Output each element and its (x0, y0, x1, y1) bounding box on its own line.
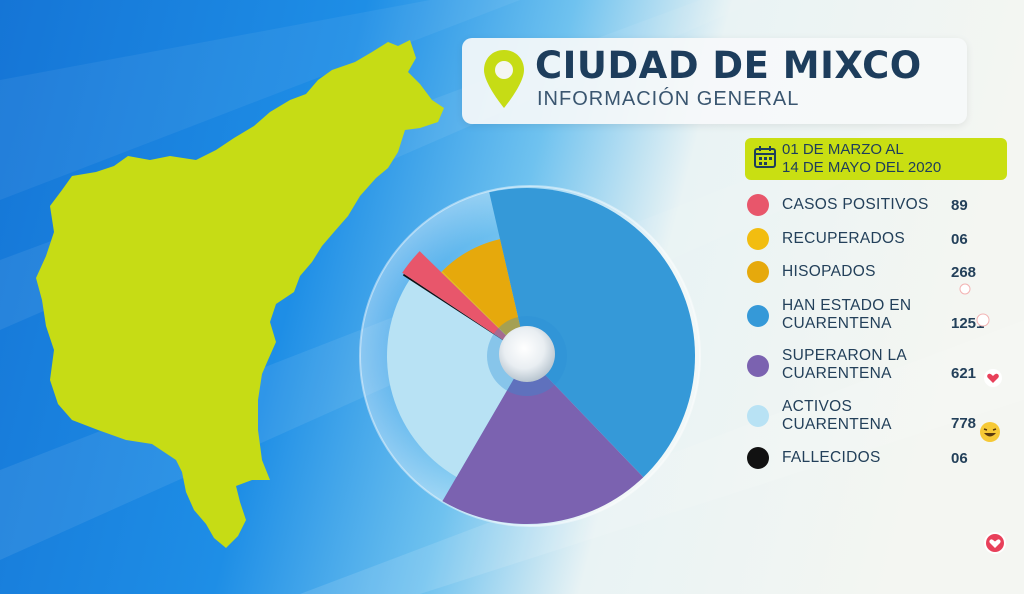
date-range-badge (745, 138, 1007, 180)
legend-dot-fallecidos (747, 447, 769, 469)
date-line-2: 14 DE MAYO DEL 2020 (782, 159, 942, 176)
legend-label-line: CUARENTENA (782, 416, 892, 433)
legend-value-fallecidos: 06 (951, 450, 968, 467)
pie-slice-hisopados (442, 239, 527, 356)
legend-dot-han-estado-en-cuarentena (747, 305, 769, 327)
legend-value-han-estado-en-cuarentena: 1251 (951, 315, 985, 332)
reaction-bubble-icon (959, 283, 971, 295)
legend-label-line: ACTIVOS (782, 398, 853, 415)
legend-label-line: HAN ESTADO EN (782, 297, 912, 314)
pie-slice-recuperados (441, 271, 527, 356)
legend-label-han-estado-en-cuarentena: HAN ESTADO EN CUARENTENA (782, 297, 911, 333)
legend-value-activos-cuarentena: 778 (951, 415, 977, 432)
pie-slice-activos-cuarentena (387, 279, 527, 477)
heart-reaction-icon (984, 532, 1006, 554)
laugh-reaction-icon (980, 422, 1000, 442)
legend-dot-casos-positivos (747, 194, 769, 216)
legend-label-line: CUARENTENA (782, 315, 892, 332)
legend-label-casos-positivos: CASOS POSITIVOS (782, 196, 929, 213)
page-title: CIUDAD DE MIXCO (535, 44, 922, 87)
legend-label-line: CUARENTENA (782, 365, 892, 382)
legend-label-recuperados: RECUPERADOS (782, 230, 906, 247)
legend-value-casos-positivos: 89 (951, 197, 968, 214)
legend-dot-superaron-la-cuarentena (747, 355, 769, 377)
heart-reaction-icon (984, 369, 1002, 387)
pie-slice-superaron-la-cuarentena (442, 356, 644, 524)
pie-hub (499, 326, 555, 382)
pie-slice-fallecidos (402, 273, 527, 356)
page-subtitle: INFORMACIÓN GENERAL (537, 88, 800, 110)
pie-slice-han-estado-en-cuarentena (489, 188, 695, 478)
date-range-text: 01 DE MARZO AL 14 DE MAYO DEL 2020 (782, 141, 941, 177)
legend-dot-activos-cuarentena (747, 405, 769, 427)
legend-dot-hisopados (747, 261, 769, 283)
legend-label-line: SUPERARON LA (782, 347, 908, 364)
calendar-icon (754, 146, 776, 168)
legend-value-recuperados: 06 (951, 231, 968, 248)
pie-slices (387, 188, 695, 524)
pie-slice-casos-positivos (402, 251, 527, 356)
legend-label-hisopados: HISOPADOS (782, 263, 876, 280)
legend-label-superaron-la-cuarentena: SUPERARON LA CUARENTENA (782, 347, 907, 383)
legend-dot-recuperados (747, 228, 769, 250)
legend-label-activos-cuarentena: ACTIVOS CUARENTENA (782, 398, 892, 434)
legend-label-fallecidos: FALLECIDOS (782, 449, 881, 466)
title-card (462, 38, 967, 124)
legend-value-hisopados: 268 (951, 264, 977, 281)
location-pin-icon (484, 50, 524, 108)
legend-value-superaron-la-cuarentena: 621 (951, 365, 977, 382)
date-line-1: 01 DE MARZO AL (782, 141, 904, 158)
mixco-map (36, 40, 444, 548)
reaction-bubble-icon (976, 313, 990, 327)
